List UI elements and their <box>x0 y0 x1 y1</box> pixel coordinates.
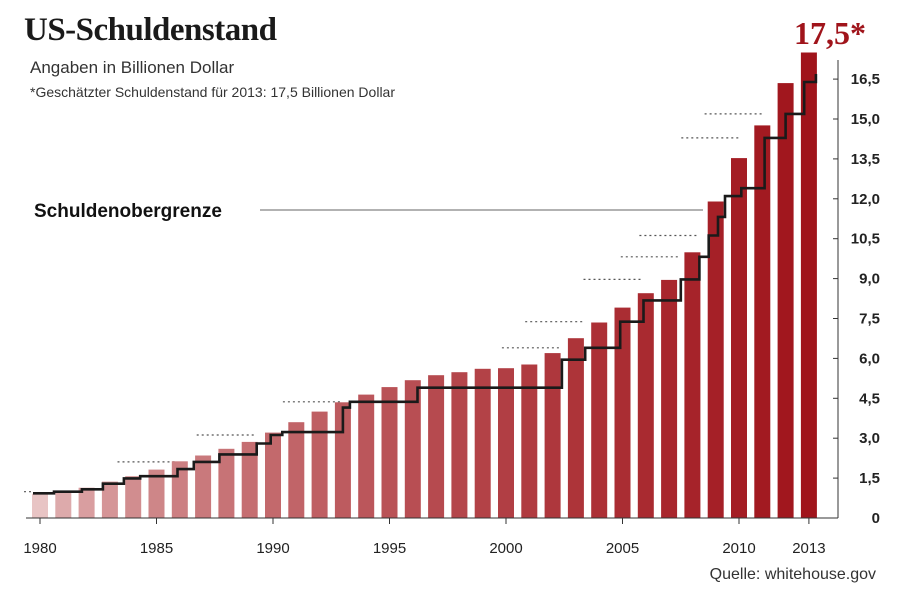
bar-1982 <box>78 487 95 518</box>
ceiling-line <box>33 74 818 495</box>
x-tick-label: 1980 <box>23 540 56 557</box>
y-tick-label: 15,0 <box>851 111 880 128</box>
bar-1997 <box>428 375 445 518</box>
bar-1981 <box>55 491 72 518</box>
bar-2010 <box>731 158 747 518</box>
ceiling-label: Schuldenobergrenze <box>34 201 222 222</box>
x-axis: 1980 1985 1990 1995 2000 2005 2010 2013 <box>23 517 838 557</box>
y-tick-label: 16,5 <box>851 71 880 88</box>
chart-note: *Geschätzter Schuldenstand für 2013: 17,… <box>30 84 395 100</box>
bar-1998 <box>451 372 468 518</box>
ceiling-line-group <box>33 74 818 495</box>
bar-2011 <box>754 125 771 519</box>
highlight-value-label: 17,5* <box>794 15 866 51</box>
ceiling-reference-lines <box>24 113 765 493</box>
y-tick-label: 3,0 <box>859 430 880 447</box>
x-tick-label: 2010 <box>722 540 755 557</box>
bar-2006 <box>637 293 654 518</box>
x-tick-label: 1990 <box>256 540 289 557</box>
bar-1980 <box>32 493 48 518</box>
bar-2005 <box>614 307 631 518</box>
x-tick-label: 1995 <box>373 540 406 557</box>
bar-1985 <box>148 469 165 518</box>
y-tick-label: 12,0 <box>851 191 880 208</box>
bar-2003 <box>567 338 584 518</box>
y-tick-label: 6,0 <box>859 350 880 367</box>
debt-bars <box>32 52 817 519</box>
bar-2007 <box>661 279 678 518</box>
x-tick-label: 2000 <box>489 540 522 557</box>
y-tick-label: 1,5 <box>859 470 880 487</box>
x-tick-label: 1985 <box>140 540 173 557</box>
chart-title: US-Schuldenstand <box>24 12 277 48</box>
bar-2012 <box>777 83 794 518</box>
y-tick-label: 9,0 <box>859 271 880 288</box>
bar-1996 <box>404 380 421 518</box>
bar-2002 <box>544 353 561 518</box>
bar-1991 <box>288 422 305 518</box>
bar-2001 <box>521 364 538 518</box>
bar-1989 <box>241 441 258 518</box>
y-tick-label: 10,5 <box>851 231 880 248</box>
y-tick-label: 4,5 <box>859 390 880 407</box>
bar-2013 <box>800 52 817 518</box>
bar-1995 <box>381 387 398 518</box>
x-tick-label: 2005 <box>606 540 639 557</box>
y-axis: 0 1,5 3,0 4,5 6,0 7,5 9,0 10,5 12,0 13,5 15,0 16,5 <box>833 60 880 527</box>
y-tick-label: 0 <box>872 510 880 527</box>
bar-1987 <box>195 455 212 518</box>
bar-1988 <box>218 448 235 518</box>
bar-1990 <box>265 432 281 518</box>
bar-2009 <box>707 201 724 518</box>
bar-1984 <box>125 476 142 518</box>
y-tick-label: 13,5 <box>851 151 880 168</box>
y-tick-label: 7,5 <box>859 311 880 328</box>
bar-1994 <box>358 394 375 518</box>
bar-2008 <box>684 252 701 519</box>
x-tick-label: 2013 <box>792 540 825 557</box>
bar-1983 <box>101 481 118 518</box>
bar-2004 <box>591 322 608 518</box>
chart-subtitle: Angaben in Billionen Dollar <box>30 58 235 77</box>
bar-1992 <box>311 411 328 518</box>
bar-2000 <box>498 368 514 518</box>
annotations: Schuldenobergrenze 17,5* <box>34 15 866 222</box>
bar-1999 <box>474 368 491 518</box>
source-credit: Quelle: whitehouse.gov <box>709 566 876 583</box>
